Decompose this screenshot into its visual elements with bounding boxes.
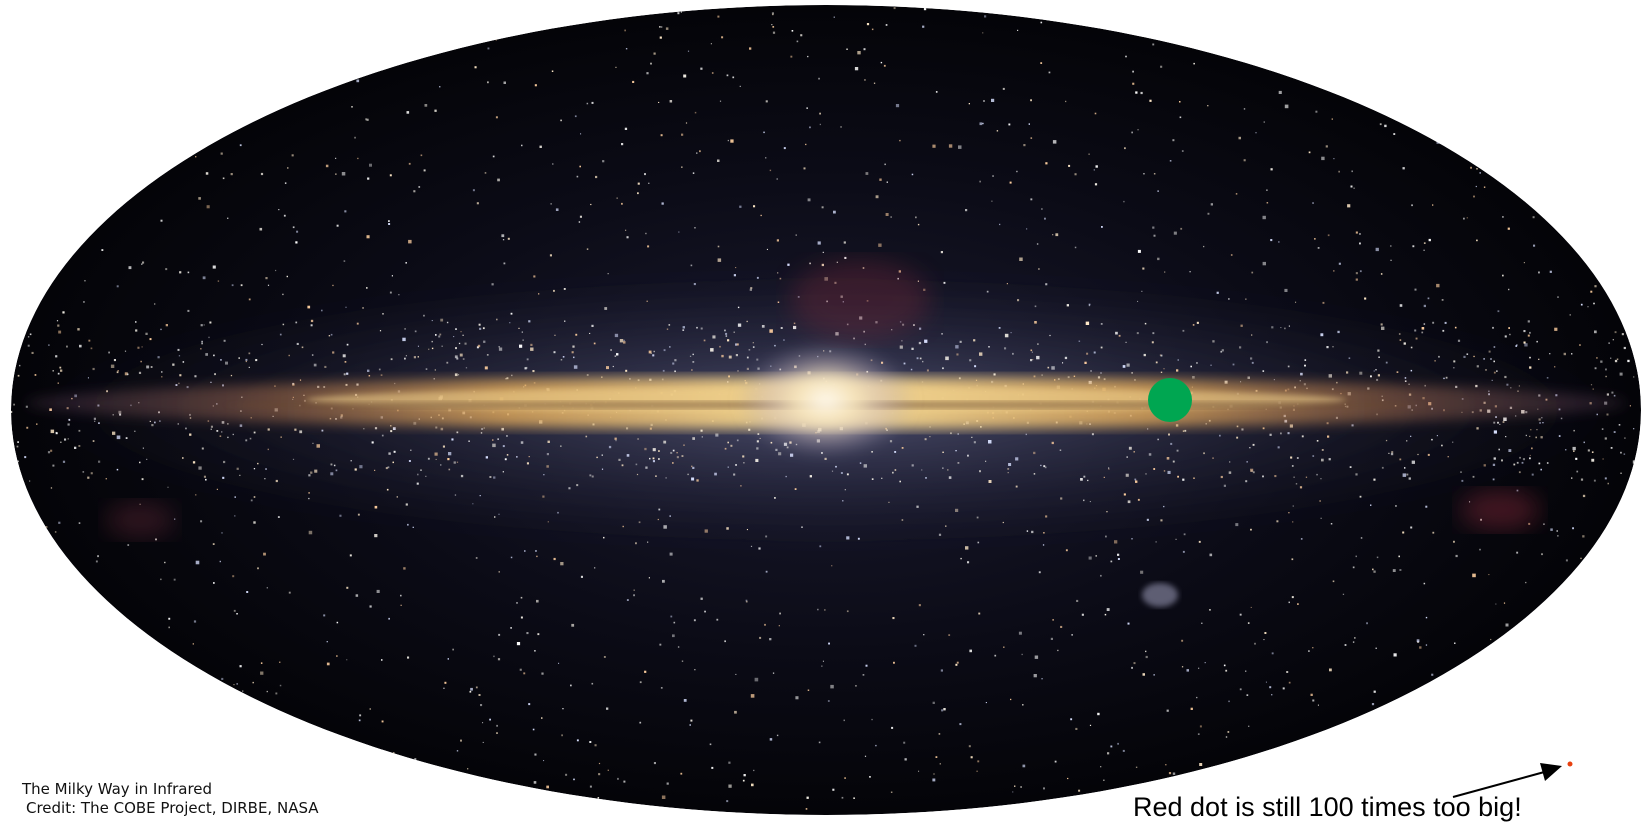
red-dot [1567,761,1573,767]
galactic-bulge [736,340,916,460]
caption-title: The Milky Way in Infrared [22,780,213,798]
sky-ellipse [11,5,1641,815]
annotation-text: Red dot is still 100 times too big! [1133,792,1522,822]
caption-credit: Credit: The COBE Project, DIRBE, NASA [26,799,319,817]
magellanic-cloud [1142,583,1178,607]
arrow-icon [1452,763,1562,798]
green-dot [1148,378,1192,422]
image-caption: The Milky Way in Infrared Credit: The CO… [22,780,319,818]
